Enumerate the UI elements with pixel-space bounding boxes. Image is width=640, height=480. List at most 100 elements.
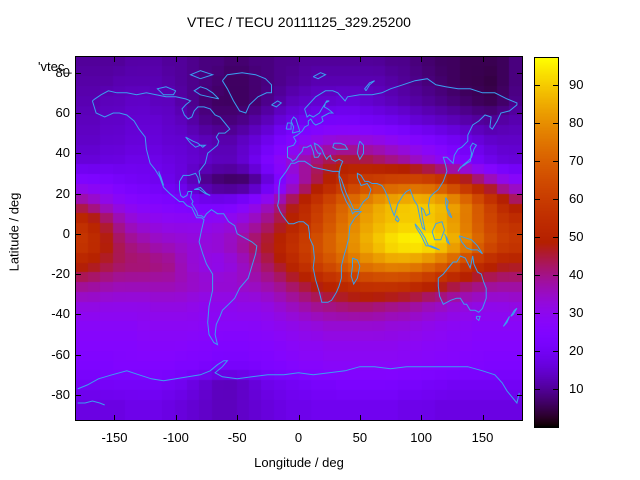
coastline-path [332,142,349,150]
colorbar-tick-mark [553,160,558,162]
coastline-path [394,215,400,223]
coastline-path [285,122,292,130]
colorbar-tick-mark [535,388,540,390]
colorbar-tick-mark [553,312,558,314]
axis-tick-mark [76,394,81,396]
colorbar [534,57,559,428]
coastlines-svg [77,70,520,406]
x-axis-tick-label: 150 [471,430,494,445]
colorbar-gradient-canvas [535,58,558,427]
axis-tick-mark [517,274,522,276]
colorbar-tick-label: 80 [569,114,584,130]
colorbar-tick-mark [553,388,558,390]
coastline-path [458,235,483,255]
axis-tick-mark [76,72,81,74]
coastline-path [77,360,520,405]
coastline-path [277,160,363,303]
coastline-path [77,400,105,406]
colorbar-tick-label: 30 [569,304,584,320]
coastline-path [510,307,518,317]
coastline-path [156,86,177,96]
y-axis-tick-label: 80 [55,64,70,80]
y-axis-tick-label: -80 [51,386,70,402]
axis-tick-mark [76,314,81,316]
y-axis-title: Latitude / deg [6,192,22,272]
x-axis-tick-label: 100 [410,430,433,445]
colorbar-tick-mark [553,350,558,352]
colorbar-tick-mark [553,236,558,238]
key-label: 'vtec_ [38,59,72,74]
axis-tick-mark [482,415,484,420]
y-axis-tick-label: -40 [51,306,70,322]
colorbar-tick-mark [535,84,540,86]
axis-tick-mark [482,57,484,62]
y-axis-tick-label: -20 [51,266,70,282]
coastline-path [312,72,327,80]
colorbar-tick-label: 70 [569,152,584,168]
coastline-path [271,100,283,108]
y-axis-tick-label: 40 [55,145,70,161]
axis-tick-mark [114,57,116,62]
coastline-path [445,197,453,219]
coastline-path [437,255,487,313]
colorbar-tick-label: 90 [569,76,584,92]
coastline-path [221,72,272,114]
colorbar-tick-label: 40 [569,266,584,282]
coastline-path [356,140,364,161]
y-axis-tick-label: 20 [55,185,70,201]
colorbar-tick-mark [535,122,540,124]
colorbar-tick-mark [535,350,540,352]
colorbar-tick-mark [535,236,540,238]
axis-tick-mark [298,57,300,62]
axis-tick-mark [517,233,522,235]
axis-tick-mark [421,57,423,62]
coastline-path [444,233,451,246]
colorbar-tick-label: 50 [569,228,584,244]
axis-tick-mark [517,394,522,396]
colorbar-tick-mark [535,198,540,200]
axis-tick-mark [359,57,361,62]
colorbar-tick-label: 20 [569,342,584,358]
x-axis-tick-label: -100 [162,430,189,445]
axis-tick-mark [517,314,522,316]
axis-tick-mark [421,415,423,420]
colorbar-tick-mark [553,198,558,200]
coastline-path [428,245,440,251]
coastline-path [350,257,361,286]
y-axis-tick-label: -60 [51,346,70,362]
y-axis-tick-label: 60 [55,104,70,120]
colorbar-tick-mark [553,274,558,276]
axis-tick-mark [114,415,116,420]
axis-tick-mark [517,354,522,356]
y-axis-tick-label: 0 [62,225,70,241]
axis-tick-mark [76,153,81,155]
plot-area [75,56,523,421]
axis-tick-mark [237,57,239,62]
axis-tick-mark [237,415,239,420]
coastline-path [185,136,207,148]
coastline-path [414,223,430,247]
axis-tick-mark [517,112,522,114]
axis-tick-mark [298,415,300,420]
coastline-path [194,186,211,196]
x-axis-tick-label: 50 [352,430,368,445]
colorbar-tick-label: 10 [569,380,584,396]
axis-tick-mark [76,193,81,195]
colorbar-tick-mark [553,122,558,124]
x-axis-title: Longitude / deg [254,455,344,470]
x-axis-tick-label: -50 [227,430,247,445]
coastline-path [189,70,215,80]
coastline-path [158,171,165,186]
coastline-path [193,86,220,100]
axis-tick-mark [175,57,177,62]
x-axis-tick-label: -150 [101,430,128,445]
coastline-path [457,142,478,172]
x-axis-tick-label: 0 [294,430,303,445]
axis-tick-mark [76,274,81,276]
coastline-path [290,116,301,134]
colorbar-tick-mark [535,274,540,276]
axis-tick-mark [517,153,522,155]
axis-tick-mark [359,415,361,420]
colorbar-tick-mark [535,160,540,162]
